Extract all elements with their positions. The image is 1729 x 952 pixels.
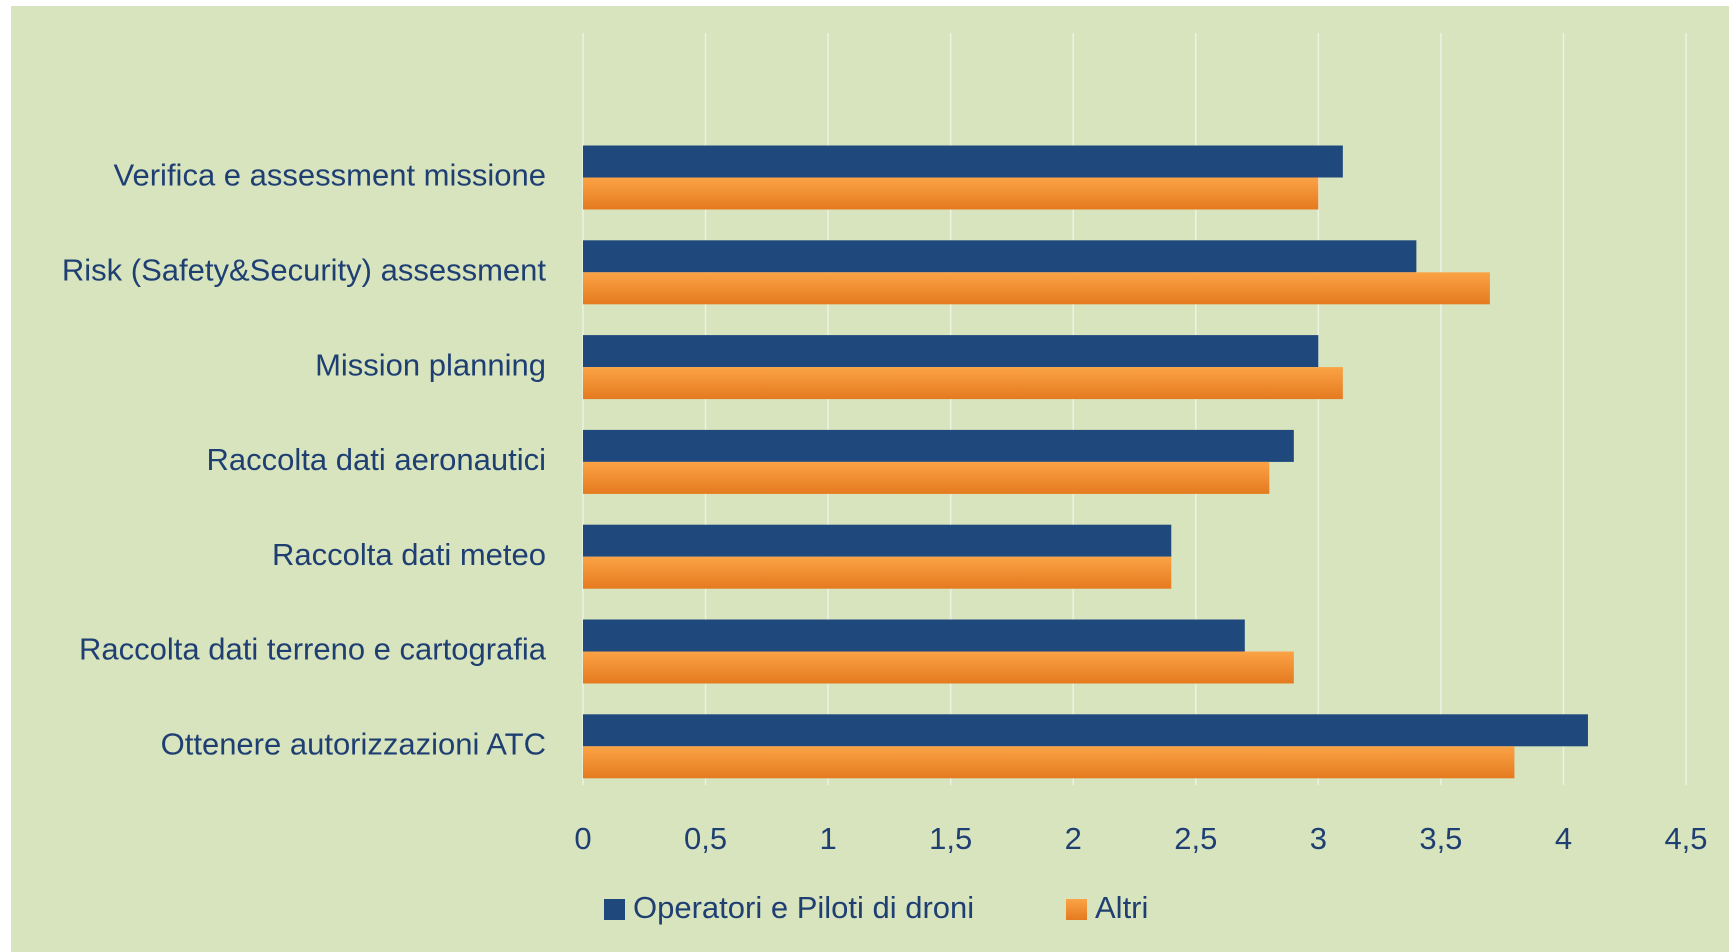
x-tick-label: 1	[819, 821, 836, 856]
bar	[583, 746, 1515, 779]
legend-label: Operatori e Piloti di droni	[633, 890, 974, 925]
bar	[583, 651, 1294, 684]
legend-swatch	[604, 899, 625, 920]
bar	[583, 367, 1343, 400]
y-tick-label: Raccolta dati terreno e cartografia	[79, 632, 547, 667]
x-tick-label: 0,5	[684, 821, 727, 856]
y-tick-label: Verifica e assessment missione	[114, 158, 546, 193]
bar	[583, 429, 1294, 462]
y-tick-label: Ottenere autorizzazioni ATC	[161, 726, 546, 761]
bar	[583, 240, 1417, 273]
x-tick-label: 2,5	[1174, 821, 1217, 856]
bar	[583, 272, 1490, 305]
bar	[583, 556, 1172, 589]
bar	[583, 335, 1319, 368]
y-tick-label: Raccolta dati meteo	[272, 537, 546, 572]
x-tick-label: 4,5	[1664, 821, 1707, 856]
y-tick-label: Risk (Safety&Security) assessment	[62, 252, 546, 287]
bar	[583, 145, 1343, 178]
x-tick-label: 0	[574, 821, 591, 856]
legend-label: Altri	[1095, 890, 1148, 925]
legend-swatch	[1066, 899, 1087, 920]
x-tick-label: 4	[1555, 821, 1572, 856]
y-tick-label: Raccolta dati aeronautici	[207, 442, 546, 477]
x-tick-label: 3	[1310, 821, 1327, 856]
x-tick-label: 2	[1065, 821, 1082, 856]
bar	[583, 461, 1270, 494]
bar	[583, 177, 1319, 210]
bar	[583, 619, 1245, 652]
bar	[583, 714, 1588, 747]
x-tick-label: 1,5	[929, 821, 972, 856]
bar	[583, 524, 1172, 557]
y-tick-label: Mission planning	[315, 347, 546, 382]
x-tick-label: 3,5	[1419, 821, 1462, 856]
